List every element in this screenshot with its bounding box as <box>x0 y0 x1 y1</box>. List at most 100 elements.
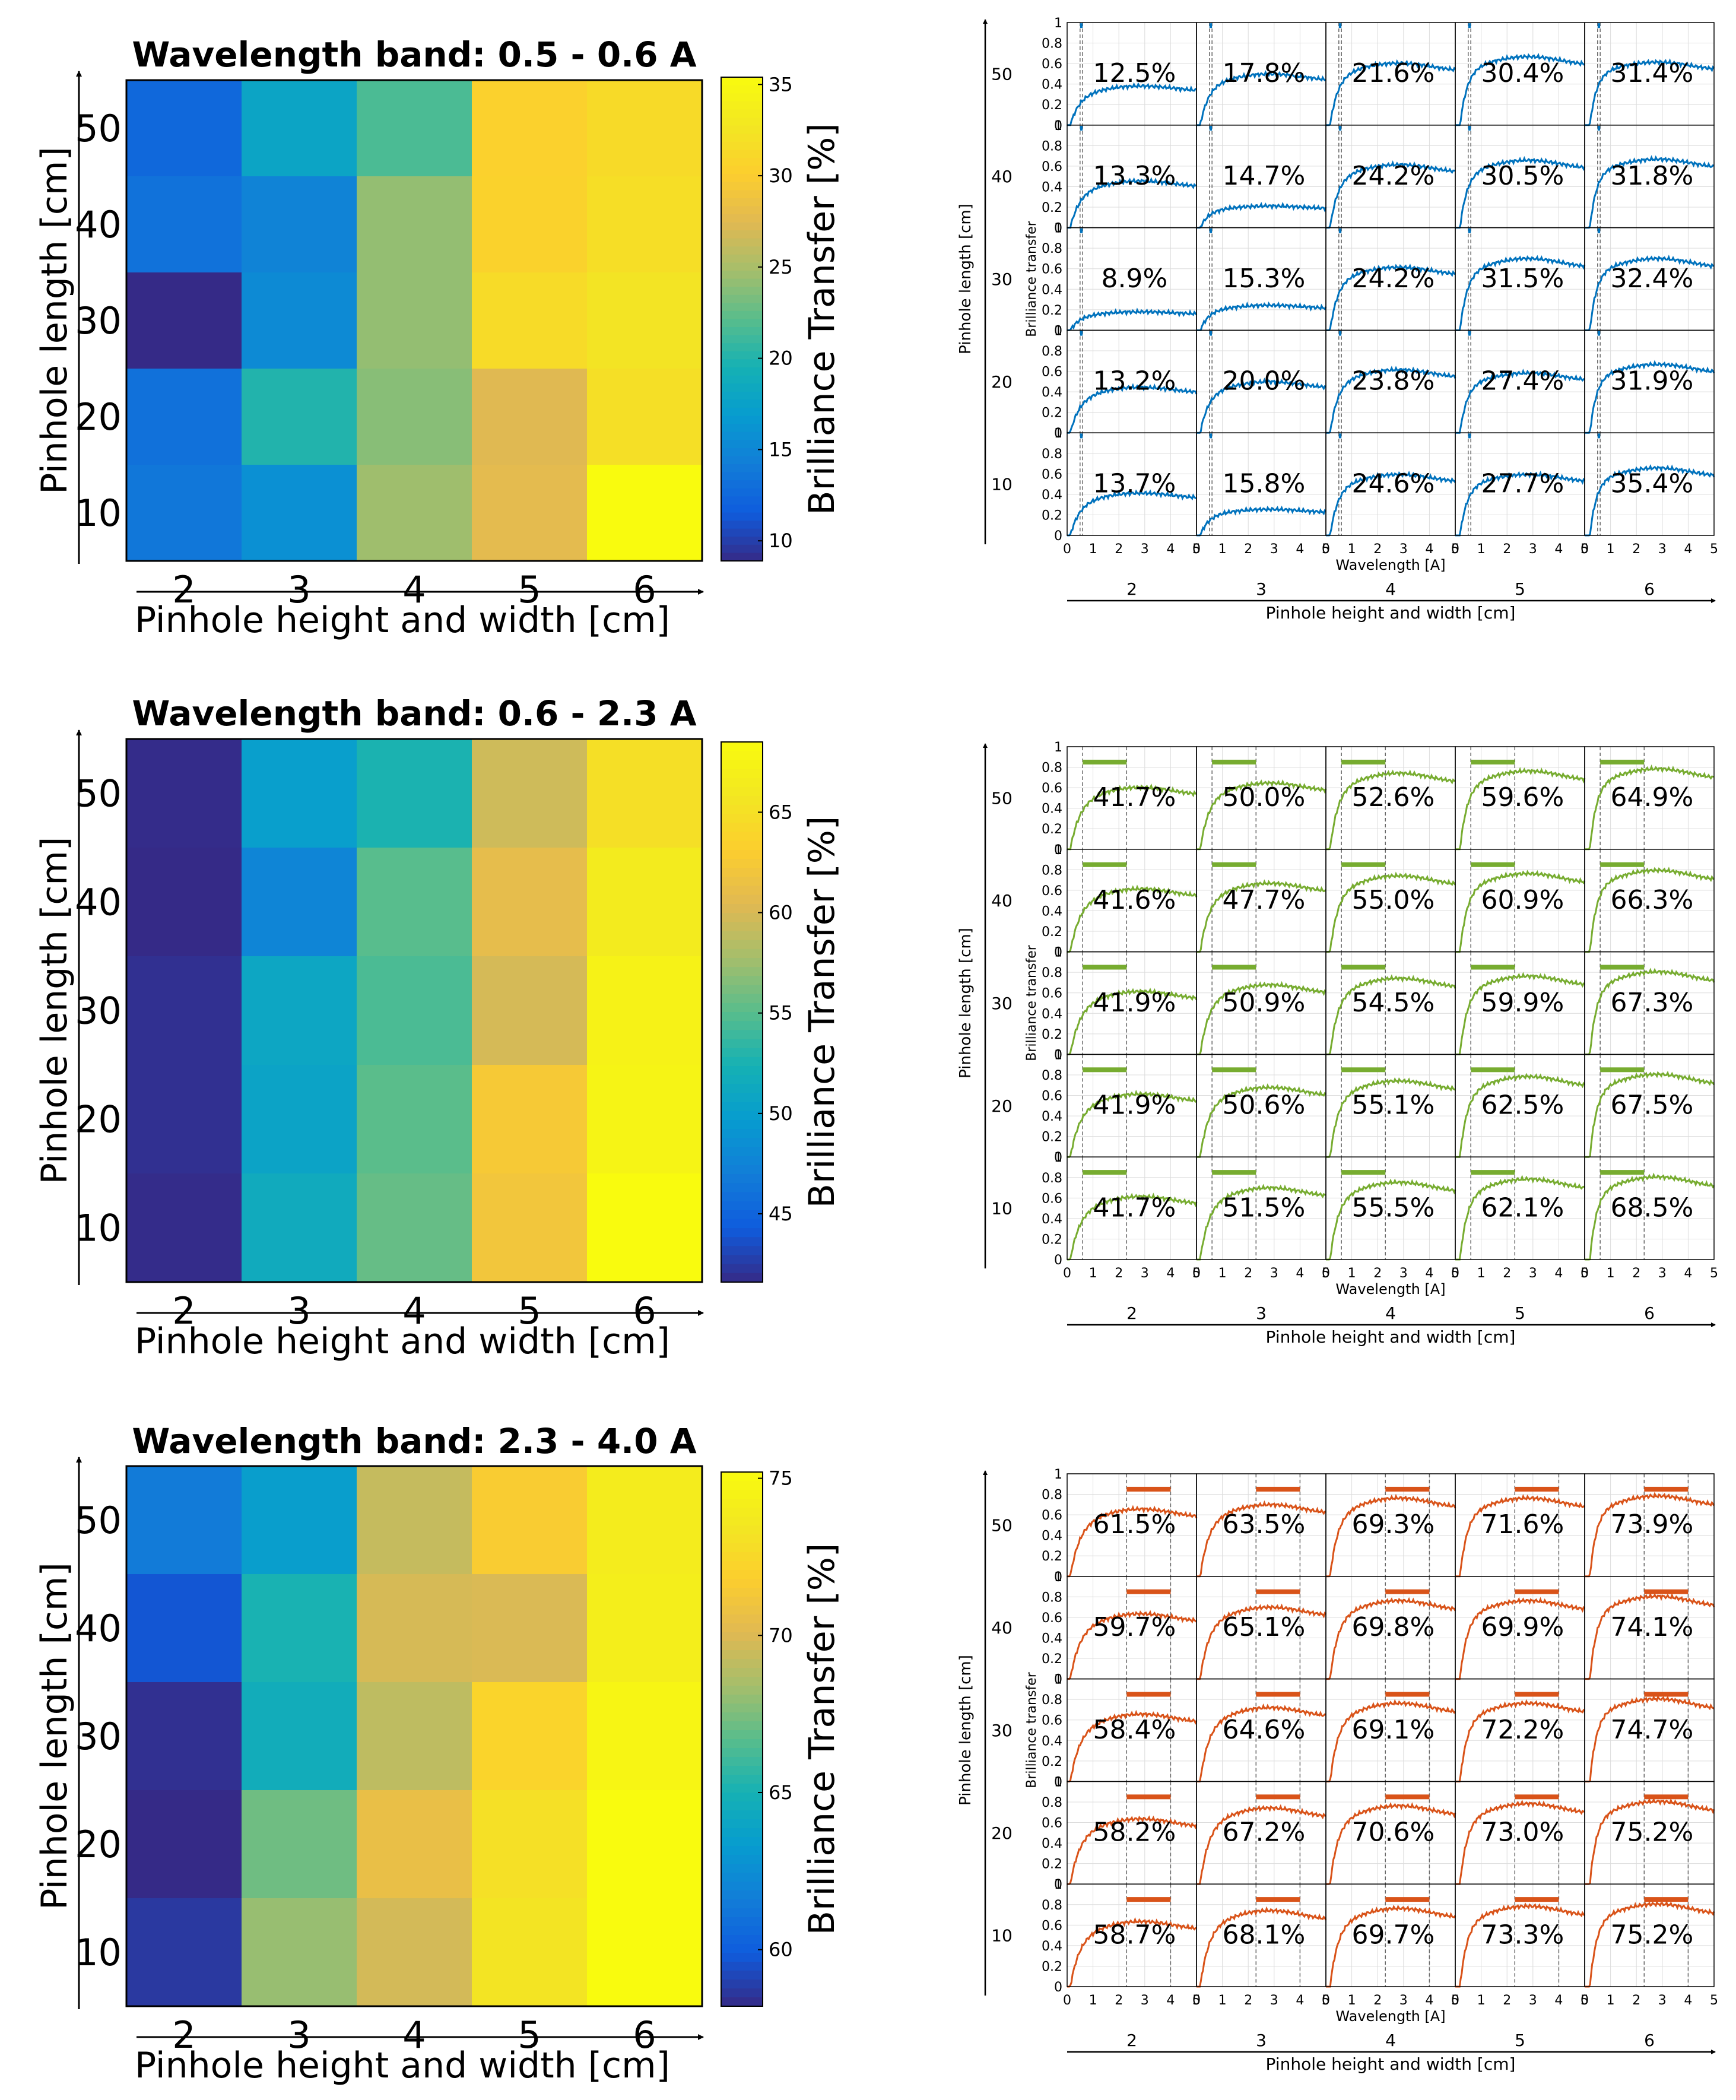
percentage-label: 31.8% <box>1610 161 1693 191</box>
colorbar-segment <box>721 166 763 175</box>
colorbar-segment <box>721 1012 763 1022</box>
x-tick-label: 2 <box>172 2013 195 2057</box>
colorbar-segment <box>721 1174 763 1184</box>
colorbar-segment <box>721 1935 763 1944</box>
percentage-label: 14.7% <box>1222 161 1305 191</box>
transfer-curve <box>1067 307 1198 331</box>
colorbar-segment <box>721 271 763 280</box>
inner-y-tick-label: 0.2 <box>1042 508 1062 523</box>
inner-y-tick-label: 0.2 <box>1042 822 1062 837</box>
inner-y-tick-label: 0.6 <box>1042 1611 1062 1626</box>
inner-y-tick-label: 0.6 <box>1042 1191 1062 1206</box>
colorbar-segment <box>721 1606 763 1615</box>
col-label: 3 <box>1256 1303 1267 1323</box>
inner-y-tick-label: 0.4 <box>1042 283 1062 297</box>
y-tick-label: 30 <box>75 989 122 1033</box>
y-tick-label: 50 <box>75 1499 122 1542</box>
row-label: 40 <box>991 891 1013 911</box>
y-tick-label: 20 <box>75 1098 122 1141</box>
heatmap-cell <box>587 272 703 369</box>
percentage-label: 27.7% <box>1481 468 1564 499</box>
subplot: 61.5% 0 0.2 0.4 0.6 0.8 1 <box>1042 1467 1198 1585</box>
colorbar-segment <box>721 343 763 352</box>
transfer-curve <box>1585 255 1715 331</box>
percentage-label: 41.9% <box>1093 1090 1176 1121</box>
inner-y-tick-label: 0.4 <box>1042 1939 1062 1954</box>
percentage-label: 55.0% <box>1351 885 1434 915</box>
inner-y-tick-label: 0.6 <box>1042 1714 1062 1728</box>
heatmap-cell <box>587 80 703 177</box>
percentage-label: 62.5% <box>1481 1090 1564 1121</box>
inner-y-tick-label: 0.6 <box>1042 365 1062 380</box>
heatmap-cell <box>242 272 357 369</box>
inner-y-tick-label: 0.8 <box>1042 139 1062 154</box>
subplot: 70.6% <box>1325 1781 1456 1885</box>
percentage-label: 61.5% <box>1093 1509 1176 1540</box>
colorbar-segment <box>721 125 763 134</box>
colorbar-frame <box>721 1471 763 2007</box>
colorbar-segment <box>721 877 763 887</box>
inner-x-tick-label: 3 <box>1658 542 1667 557</box>
percentage-label: 27.4% <box>1481 366 1564 396</box>
inner-x-tick-label: 1 <box>1477 1993 1486 2008</box>
transfer-curve <box>1197 779 1327 851</box>
subplot: 55.1% <box>1325 1054 1456 1158</box>
col-label: 2 <box>1126 579 1137 599</box>
band-marker <box>1209 331 1213 336</box>
percentage-label: 67.5% <box>1610 1090 1693 1121</box>
colorbar-segment <box>721 1650 763 1660</box>
heatmap-cell <box>126 1065 242 1174</box>
inner-x-tick-label: 0 <box>1322 1266 1330 1281</box>
percentage-label: 12.5% <box>1093 58 1176 88</box>
inner-y-tick-label: 1 <box>1054 16 1062 31</box>
inner-y-tick-label: 0.2 <box>1042 925 1062 940</box>
x-tick-label: 4 <box>402 568 426 611</box>
transfer-curve <box>1326 59 1456 126</box>
subplot: 58.4% 0 0.2 0.4 0.6 0.8 1 <box>1042 1673 1198 1790</box>
transfer-curve <box>1326 366 1456 434</box>
inner-y-tick-label: 1 <box>1054 1673 1062 1687</box>
outer-ylabel: Pinhole length [cm] <box>957 1655 975 1806</box>
band-marker <box>1209 23 1213 28</box>
colorbar-segment <box>721 1543 763 1553</box>
percentage-label: 41.6% <box>1093 885 1176 915</box>
transfer-curve <box>1067 82 1197 126</box>
inner-x-tick-label: 2 <box>1503 1993 1511 2008</box>
colorbar-segment <box>721 391 763 400</box>
colorbar-segment <box>721 1057 763 1067</box>
colorbar-segment <box>721 1988 763 1998</box>
inner-x-tick-label: 4 <box>1166 1993 1175 2008</box>
band-marker <box>1341 1067 1386 1073</box>
colorbar-segment <box>721 448 763 457</box>
transfer-curve <box>1067 987 1198 1055</box>
inner-x-tick-label: 3 <box>1270 1993 1278 2008</box>
inner-y-tick-label: 0.6 <box>1042 1089 1062 1104</box>
inner-y-tick-label: 0 <box>1054 529 1062 544</box>
subplot: 15.8% 0 1 2 3 4 5 <box>1192 432 1330 557</box>
subplot: 67.5% <box>1584 1054 1715 1158</box>
colorbar-segment <box>721 198 763 207</box>
colorbar-segment <box>721 1721 763 1731</box>
percentage-label: 24.2% <box>1351 161 1434 191</box>
transfer-curve <box>1455 870 1586 953</box>
inner-y-tick-label: 1 <box>1054 221 1062 236</box>
inner-y-tick-label: 0.8 <box>1042 447 1062 462</box>
inner-y-tick-label: 1 <box>1054 946 1062 960</box>
inner-x-tick-label: 1 <box>1089 542 1097 557</box>
percentage-label: 55.5% <box>1351 1192 1434 1223</box>
inner-x-tick-label: 5 <box>1192 542 1201 557</box>
band-marker <box>1212 1067 1256 1073</box>
transfer-curve <box>1326 769 1456 851</box>
percentage-label: 74.7% <box>1610 1715 1693 1745</box>
colorbar-segment <box>721 424 763 433</box>
subplot: 20.0% <box>1196 329 1326 434</box>
colorbar-segment <box>721 383 763 392</box>
inner-x-tick-label: 5 <box>1581 1993 1589 2008</box>
percentage-label: 31.5% <box>1481 264 1564 294</box>
subplot: 58.7%00.20.40.60.810 1 2 3 4 5 <box>1042 1877 1201 2008</box>
inner-x-tick-label: 4 <box>1425 1266 1433 1281</box>
band-marker <box>1600 759 1645 764</box>
percentage-label: 73.3% <box>1481 1920 1564 1950</box>
inner-y-tick-label: 0 <box>1054 1877 1062 1892</box>
colorbar-segment <box>721 456 763 465</box>
